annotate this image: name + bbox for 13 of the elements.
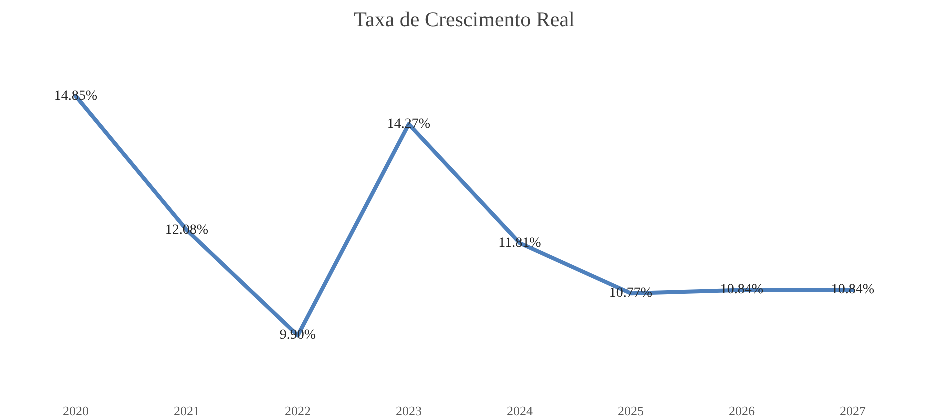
- data-label: 10.84%: [831, 282, 875, 298]
- data-label: 14.27%: [387, 116, 431, 132]
- data-label: 9.90%: [280, 328, 316, 344]
- x-tick-label: 2022: [285, 404, 311, 418]
- x-tick-label: 2020: [63, 404, 89, 418]
- x-tick-label: 2021: [174, 404, 200, 418]
- x-tick-label: 2025: [618, 404, 644, 418]
- x-tick-label: 2023: [396, 404, 422, 418]
- x-tick-label: 2027: [840, 404, 866, 418]
- x-tick-label: 2024: [507, 404, 534, 418]
- chart-title: Taxa de Crescimento Real: [354, 8, 576, 32]
- x-tick-label: 2026: [729, 404, 756, 418]
- data-label: 14.85%: [54, 88, 98, 104]
